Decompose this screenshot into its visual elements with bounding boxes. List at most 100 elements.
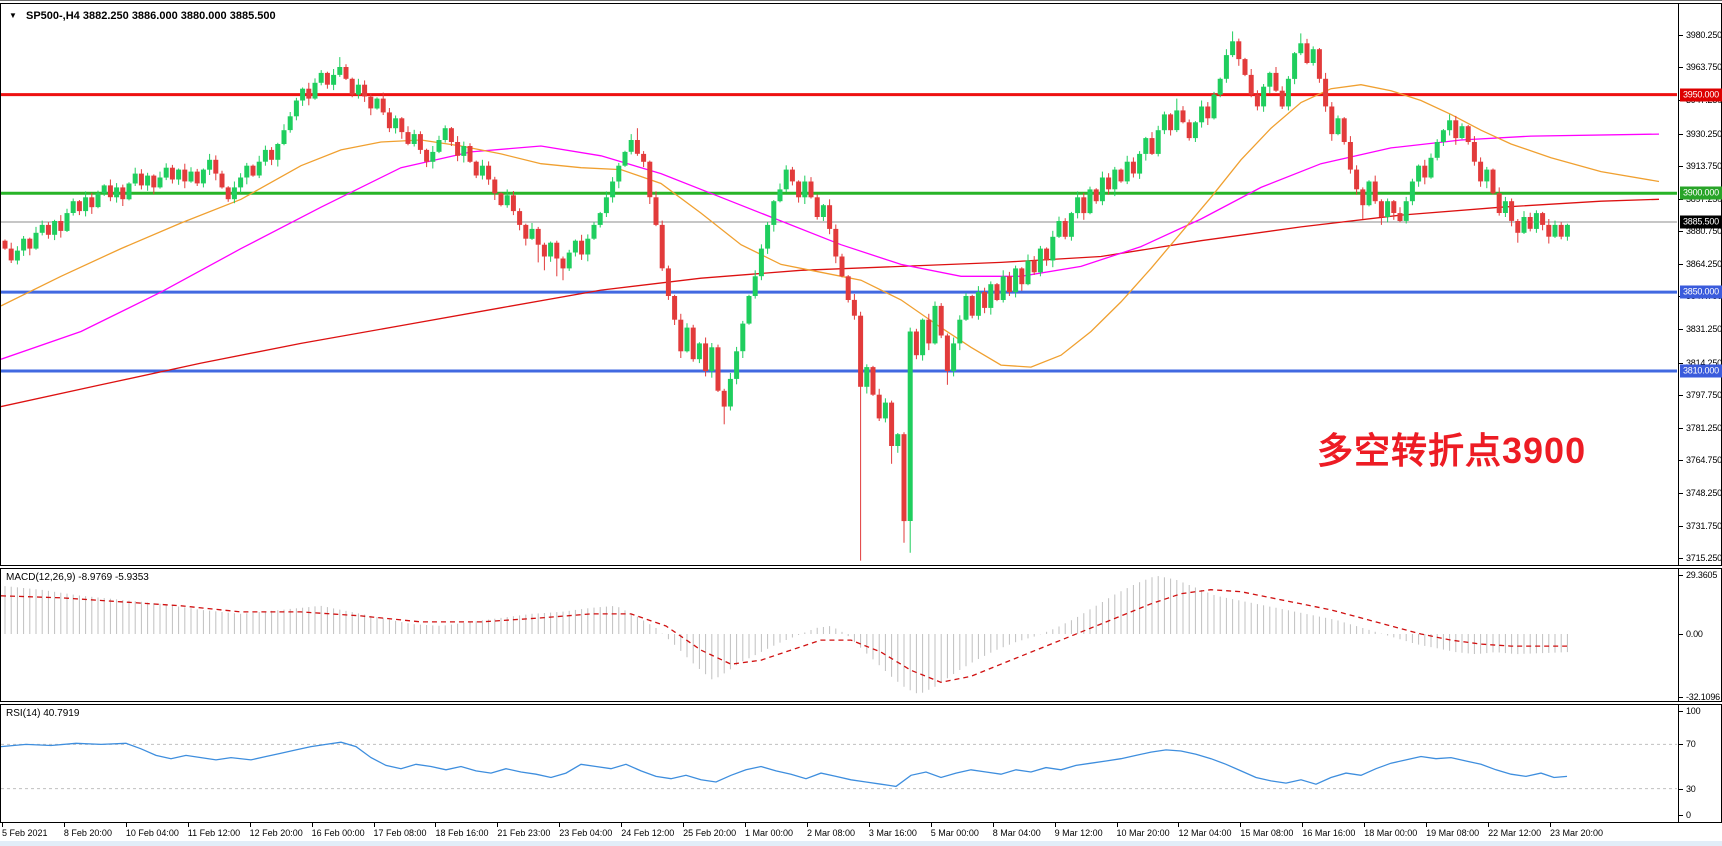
axis-tick — [1679, 34, 1683, 36]
time-tick-label: 25 Feb 20:00 — [683, 828, 737, 838]
time-tick-label: 11 Feb 12:00 — [187, 828, 241, 838]
axis-tick — [1679, 492, 1683, 494]
price-badge: 3885.500 — [1680, 215, 1722, 229]
time-tick — [249, 823, 251, 827]
time-tick — [63, 823, 65, 827]
time-tick-label: 21 Feb 23:00 — [497, 828, 551, 838]
time-tick — [1178, 823, 1180, 827]
axis-tick-label: 100 — [1686, 706, 1701, 717]
rsi-canvas[interactable] — [1, 705, 1677, 822]
time-tick — [435, 823, 437, 827]
time-tick-label: 9 Mar 12:00 — [1054, 828, 1103, 838]
axis-tick — [1679, 525, 1683, 527]
axis-tick-label: 0 — [1686, 810, 1691, 820]
axis-tick-label: 30 — [1686, 783, 1696, 794]
time-tick-label: 1 Mar 00:00 — [745, 828, 794, 838]
axis-tick — [1679, 744, 1683, 746]
rsi-axis[interactable]: 100 70 30 0 — [1679, 705, 1722, 822]
axis-tick-label: 3980.250 — [1686, 29, 1722, 40]
axis-tick-label: 3731.750 — [1686, 520, 1722, 531]
axis-tick — [1679, 574, 1683, 576]
axis-tick-label: 3930.250 — [1686, 128, 1722, 139]
ma-fast-orange — [1, 84, 1660, 368]
time-tick — [125, 823, 127, 827]
time-tick — [745, 823, 747, 827]
time-tick-label: 12 Mar 04:00 — [1178, 828, 1232, 838]
time-tick-label: 12 Feb 20:00 — [249, 828, 303, 838]
axis-tick-label: 70 — [1686, 739, 1696, 750]
macd-histogram — [4, 576, 1568, 694]
axis-tick-label: 3764.750 — [1686, 455, 1722, 466]
time-tick — [1302, 823, 1304, 827]
time-tick-label: 24 Feb 12:00 — [621, 828, 675, 838]
axis-tick-label: 3797.750 — [1686, 390, 1722, 401]
time-tick-label: 16 Mar 16:00 — [1302, 828, 1356, 838]
main-chart-canvas[interactable] — [1, 4, 1677, 565]
time-tick-label: 5 Feb 2021 — [2, 828, 48, 838]
price-badge: 3900.000 — [1680, 186, 1722, 200]
macd-panel: MACD(12,26,9) -8.9769 -5.9353 29.3605 0.0… — [0, 568, 1722, 702]
ohlc-high: 3886.000 — [131, 10, 178, 22]
price-axis[interactable]: 3980.2503963.7503947.2503930.2503913.750… — [1679, 4, 1722, 565]
time-tick-label: 15 Mar 08:00 — [1240, 828, 1294, 838]
axis-tick — [1679, 711, 1683, 713]
axis-tick — [1679, 815, 1683, 816]
chevron-down-icon[interactable]: ▼ — [9, 11, 17, 20]
macd-signal-line — [1, 589, 1567, 683]
axis-tick — [1679, 133, 1683, 135]
time-tick — [930, 823, 932, 827]
ohlc-close: 3885.500 — [229, 10, 276, 22]
time-tick — [311, 823, 313, 827]
axis-tick-label: 3748.250 — [1686, 487, 1722, 498]
time-tick-label: 8 Feb 20:00 — [63, 828, 112, 838]
main-price-panel: ▼ SP500-,H4 3882.250 3886.000 3880.000 3… — [0, 3, 1722, 566]
macd-indicator-label: MACD(12,26,9) -8.9769 -5.9353 — [6, 572, 149, 583]
time-tick-label: 18 Mar 00:00 — [1364, 828, 1418, 838]
time-axis[interactable]: 5 Feb 2021 8 Feb 20:00 10 Feb 04:00 11 Feb … — [0, 823, 1722, 846]
price-axis-line — [1678, 4, 1679, 565]
horizontal-level-lines[interactable] — [1, 93, 1677, 373]
macd-axis[interactable]: 29.3605 0.00 -32.1096 — [1679, 569, 1722, 702]
axis-tick — [1679, 395, 1683, 397]
ma-mid-magenta — [1, 133, 1660, 360]
time-tick — [373, 823, 375, 827]
macd-canvas[interactable] — [1, 569, 1677, 701]
axis-tick-label: 3814.250 — [1686, 357, 1722, 368]
time-tick-label: 23 Feb 04:00 — [559, 828, 613, 838]
axis-tick-label: 3864.250 — [1686, 258, 1722, 269]
moving-average-lines — [1, 84, 1660, 408]
axis-tick — [1679, 788, 1683, 790]
ohlc-open: 3882.250 — [82, 10, 129, 22]
bottom-strip — [0, 841, 1722, 846]
chart-symbol-header: ▼ SP500-,H4 3882.250 3886.000 3880.000 3… — [9, 10, 276, 22]
axis-tick — [1679, 67, 1683, 69]
time-tick — [2, 823, 3, 827]
time-tick — [621, 823, 623, 827]
axis-tick — [1679, 263, 1683, 265]
time-tick — [1116, 823, 1118, 827]
time-tick-label: 10 Feb 04:00 — [125, 828, 179, 838]
axis-tick — [1679, 697, 1683, 698]
axis-tick-label: 0.00 — [1686, 629, 1703, 639]
time-tick-label: 16 Feb 00:00 — [311, 828, 365, 838]
rsi-axis-line — [1678, 705, 1679, 822]
time-tick — [1550, 823, 1551, 827]
axis-tick — [1679, 634, 1683, 635]
ma-slow-red — [1, 198, 1660, 408]
axis-tick — [1679, 427, 1683, 429]
axis-tick — [1679, 329, 1683, 331]
rsi-level-lines — [1, 743, 1677, 790]
time-tick-label: 2 Mar 08:00 — [806, 828, 855, 838]
time-tick-label: 17 Feb 08:00 — [373, 828, 427, 838]
time-tick — [1364, 823, 1366, 827]
rsi-panel: RSI(14) 40.7919 100 70 30 0 — [0, 704, 1722, 823]
time-tick-label: 23 Mar 20:00 — [1550, 828, 1604, 838]
ohlc-low: 3880.000 — [180, 10, 227, 22]
axis-tick-label: 3880.750 — [1686, 226, 1722, 237]
time-tick — [992, 823, 994, 827]
time-tick — [559, 823, 561, 827]
axis-tick — [1679, 166, 1683, 168]
time-tick-label: 5 Mar 00:00 — [930, 828, 979, 838]
time-tick-label: 18 Feb 16:00 — [435, 828, 489, 838]
